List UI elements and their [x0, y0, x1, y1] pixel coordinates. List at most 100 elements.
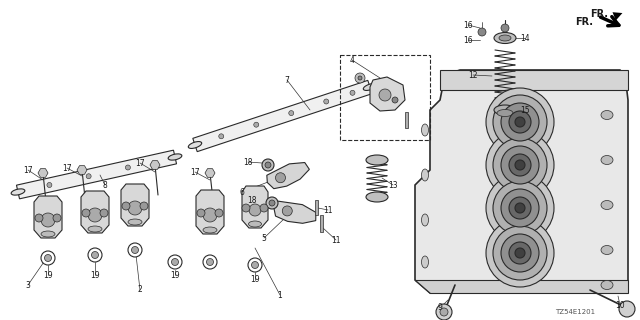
Circle shape [509, 154, 531, 176]
Circle shape [207, 259, 214, 266]
Circle shape [493, 138, 547, 192]
Ellipse shape [422, 256, 429, 268]
Polygon shape [196, 190, 224, 234]
Text: 11: 11 [332, 236, 340, 244]
Circle shape [100, 209, 108, 217]
Polygon shape [38, 169, 48, 177]
Ellipse shape [494, 33, 516, 44]
Text: 1: 1 [278, 291, 282, 300]
Text: 13: 13 [388, 180, 398, 189]
Circle shape [252, 261, 259, 268]
Circle shape [440, 308, 448, 316]
Circle shape [41, 213, 55, 227]
Ellipse shape [494, 105, 516, 115]
Circle shape [493, 95, 547, 149]
Text: 7: 7 [285, 76, 289, 84]
Text: 11: 11 [323, 205, 333, 214]
Ellipse shape [497, 109, 513, 116]
Text: 19: 19 [90, 270, 100, 279]
Circle shape [88, 208, 102, 222]
Polygon shape [267, 163, 309, 189]
Circle shape [392, 97, 398, 103]
Ellipse shape [366, 192, 388, 202]
Ellipse shape [422, 124, 429, 136]
Text: 19: 19 [250, 276, 260, 284]
Circle shape [501, 234, 539, 272]
Circle shape [82, 209, 90, 217]
Ellipse shape [601, 156, 613, 164]
Circle shape [203, 255, 217, 269]
Text: 3: 3 [26, 281, 31, 290]
Ellipse shape [601, 201, 613, 210]
Ellipse shape [499, 35, 511, 41]
Text: 17: 17 [135, 158, 145, 167]
Circle shape [88, 248, 102, 262]
Polygon shape [150, 161, 160, 169]
Circle shape [501, 146, 539, 184]
Text: FR.: FR. [575, 17, 593, 27]
Circle shape [515, 203, 525, 213]
Circle shape [260, 204, 268, 212]
Circle shape [262, 159, 274, 171]
Circle shape [269, 200, 275, 206]
Circle shape [501, 24, 509, 32]
Polygon shape [81, 191, 109, 233]
Ellipse shape [11, 189, 25, 195]
Circle shape [486, 88, 554, 156]
Circle shape [501, 103, 539, 141]
Circle shape [509, 111, 531, 133]
Circle shape [140, 202, 148, 210]
Circle shape [197, 209, 205, 217]
Text: 16: 16 [463, 20, 473, 29]
Text: 9: 9 [438, 303, 442, 313]
Circle shape [509, 197, 531, 219]
Ellipse shape [88, 226, 102, 232]
Text: FR.: FR. [590, 9, 608, 19]
Circle shape [324, 99, 329, 104]
Ellipse shape [203, 227, 217, 233]
Polygon shape [415, 70, 628, 293]
Circle shape [501, 189, 539, 227]
Bar [340, 55, 430, 140]
Text: 16: 16 [463, 36, 473, 44]
Circle shape [486, 219, 554, 287]
Circle shape [619, 301, 635, 317]
Circle shape [509, 242, 531, 264]
Circle shape [253, 122, 259, 127]
Text: 17: 17 [190, 167, 200, 177]
Circle shape [436, 304, 452, 320]
Ellipse shape [366, 155, 388, 165]
Ellipse shape [601, 245, 613, 254]
Circle shape [493, 226, 547, 280]
Ellipse shape [248, 221, 262, 227]
Polygon shape [320, 215, 323, 232]
Circle shape [358, 76, 362, 80]
Ellipse shape [168, 154, 182, 160]
Circle shape [249, 204, 261, 216]
Text: 18: 18 [247, 196, 257, 204]
Polygon shape [205, 169, 215, 177]
Circle shape [168, 255, 182, 269]
Polygon shape [17, 150, 177, 199]
Circle shape [92, 252, 99, 259]
Circle shape [289, 111, 294, 116]
Text: 15: 15 [520, 106, 530, 115]
Ellipse shape [188, 141, 202, 148]
Polygon shape [440, 70, 628, 90]
Circle shape [265, 162, 271, 168]
Text: 8: 8 [102, 180, 108, 189]
Ellipse shape [128, 219, 142, 225]
Polygon shape [315, 200, 318, 215]
Circle shape [125, 165, 131, 170]
Circle shape [242, 204, 250, 212]
Circle shape [128, 201, 142, 215]
Ellipse shape [422, 214, 429, 226]
Text: 2: 2 [138, 285, 142, 294]
Ellipse shape [601, 110, 613, 119]
Circle shape [486, 131, 554, 199]
Circle shape [45, 254, 51, 261]
Polygon shape [415, 280, 628, 293]
Circle shape [350, 90, 355, 95]
Circle shape [355, 73, 365, 83]
Text: 19: 19 [43, 270, 53, 279]
